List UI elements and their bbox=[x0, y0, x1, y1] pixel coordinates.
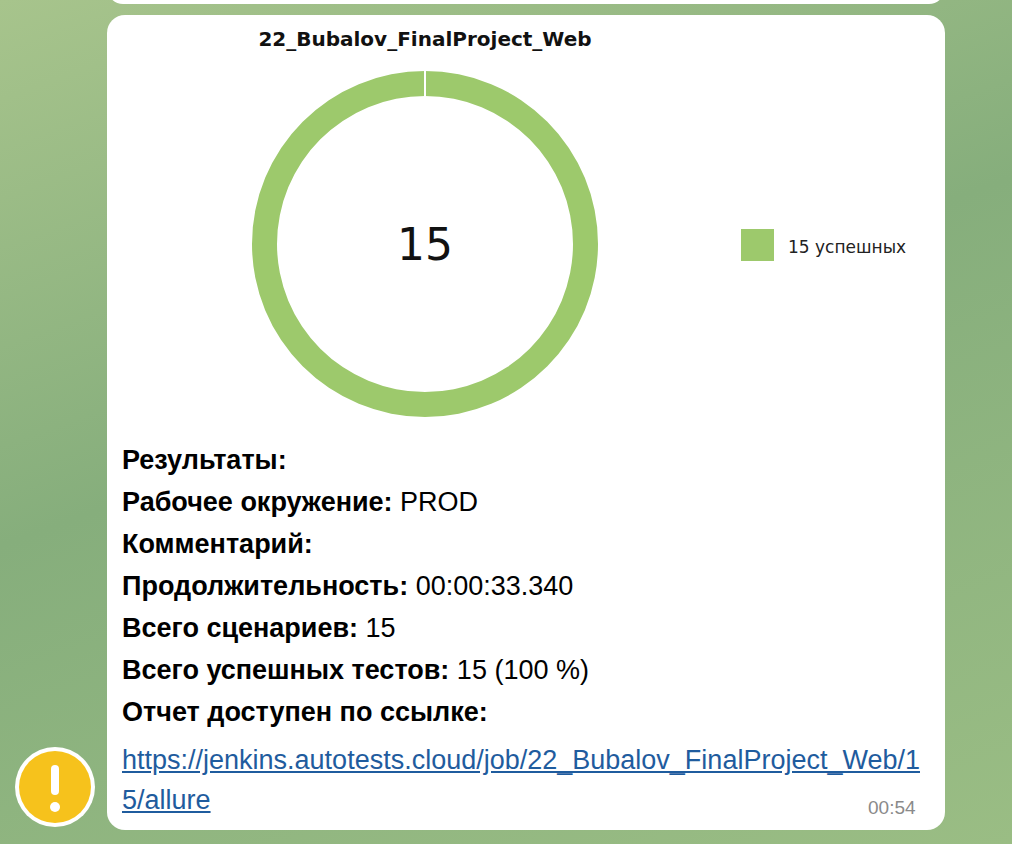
report-link[interactable]: https://jenkins.autotests.cloud/job/22_B… bbox=[122, 740, 937, 820]
field-value: 15 (100 %) bbox=[457, 655, 589, 685]
field-value: PROD bbox=[400, 487, 478, 517]
chart-title: 22_Bubalov_FinalProject_Web bbox=[258, 27, 591, 51]
field-line: Всего сценариев: 15 bbox=[122, 613, 396, 644]
slice-separator bbox=[424, 71, 426, 96]
donut-total: 15 bbox=[397, 219, 453, 270]
field-label: Рабочее окружение: bbox=[122, 487, 393, 517]
field-value: 00:00:33.340 bbox=[416, 571, 574, 601]
warning-icon bbox=[13, 745, 97, 829]
heading: Результаты: bbox=[122, 445, 287, 475]
legend-label: 15 успешных bbox=[788, 237, 906, 257]
field-line: Всего успешных тестов: 15 (100 %) bbox=[122, 655, 589, 686]
chart-image: 22_Bubalov_FinalProject_Web 15 15 успешных bbox=[107, 15, 945, 425]
field-label: Комментарий: bbox=[122, 529, 313, 559]
field-label: Всего сценариев: bbox=[122, 613, 358, 643]
legend-swatch bbox=[741, 229, 774, 261]
field-value: 15 bbox=[366, 613, 396, 643]
field-line: Комментарий: bbox=[122, 529, 313, 560]
field-label: Всего успешных тестов: bbox=[122, 655, 449, 685]
field-line: Продолжительность: 00:00:33.340 bbox=[122, 571, 573, 602]
message-time: 00:54 bbox=[868, 797, 916, 819]
link-label-line: Отчет доступен по ссылке: bbox=[122, 697, 488, 728]
field-line: Рабочее окружение: PROD bbox=[122, 487, 478, 518]
heading-line: Результаты: bbox=[122, 445, 287, 476]
link-label: Отчет доступен по ссылке: bbox=[122, 697, 488, 727]
previous-bubble bbox=[107, 0, 945, 4]
field-label: Продолжительность: bbox=[122, 571, 408, 601]
donut-slice bbox=[252, 71, 598, 417]
